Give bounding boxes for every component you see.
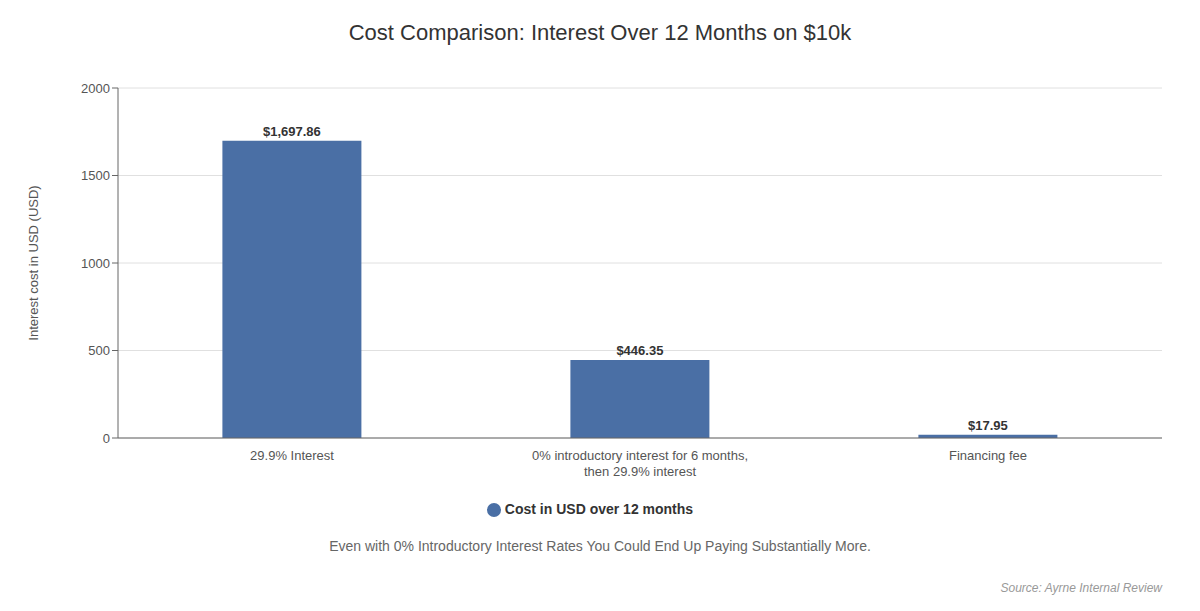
html-text:Cost in USD over 12 months: Cost in USD over 12 months (504, 501, 694, 517)
svg-text:500: 500 (88, 343, 110, 358)
svg-text:Interest cost in USD (USD): Interest cost in USD (USD) (26, 185, 41, 340)
svg-text:$446.35: $446.35 (616, 343, 663, 358)
svg-text:$1,697.86: $1,697.86 (263, 124, 321, 139)
svg-text:$17.95: $17.95 (968, 418, 1008, 433)
svg-text:1500: 1500 (81, 168, 110, 183)
svg-text:2000: 2000 (81, 81, 110, 96)
html-text:Source: Ayrne Internal Review: Source: Ayrne Internal Review (1000, 581, 1162, 595)
svg-text:0% introductory interest for 6: 0% introductory interest for 6 months,th… (532, 448, 748, 479)
svg-text:29.9% Interest: 29.9% Interest (250, 448, 334, 463)
html-text:Cost Comparison: Interest Over: Cost Comparison: Interest Over 12 Months… (348, 20, 852, 45)
svg-text:Financing fee: Financing fee (949, 448, 1027, 463)
html-text:Even with 0% Introductory Inte: Even with 0% Introductory Interest Rates… (329, 538, 871, 554)
svg-text:1000: 1000 (81, 256, 110, 271)
svg-text:0: 0 (103, 431, 110, 446)
